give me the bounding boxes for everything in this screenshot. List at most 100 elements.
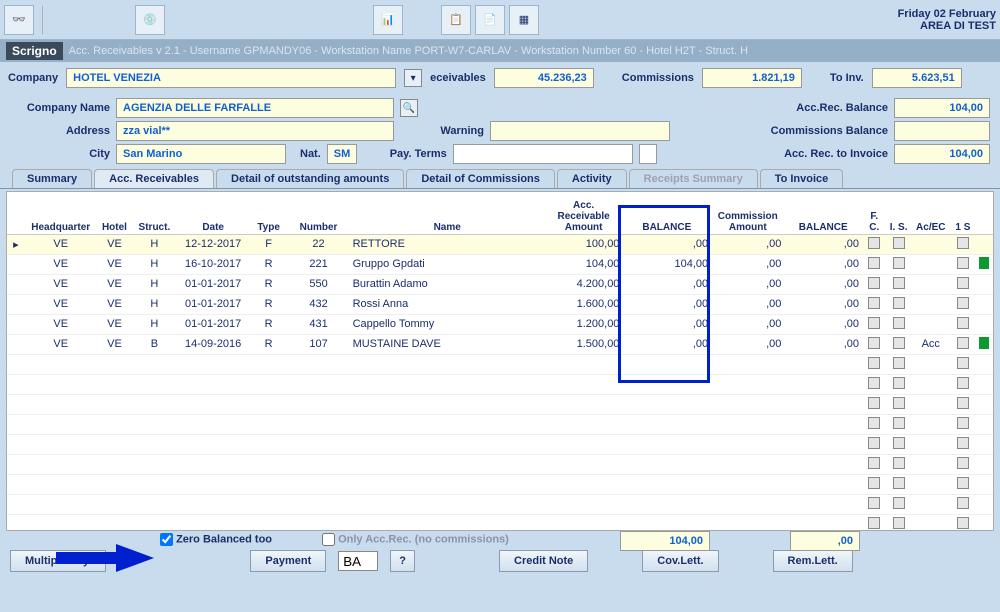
payterms-extra[interactable] xyxy=(639,144,657,164)
table-row[interactable]: VEVEH01-01-2017R431Cappello Tommy1.200,0… xyxy=(7,314,993,334)
fc-checkbox[interactable] xyxy=(868,337,880,349)
fc-checkbox[interactable] xyxy=(868,297,880,309)
nat-label: Nat. xyxy=(300,148,321,160)
receivables-table: Headquarter Hotel Struct. Date Type Numb… xyxy=(7,192,993,531)
header-date: Friday 02 February xyxy=(898,8,996,20)
comm-bal-value xyxy=(894,121,990,141)
toolbar-doc2-icon[interactable]: 📄 xyxy=(475,5,505,35)
is-checkbox[interactable] xyxy=(893,317,905,329)
1s-checkbox[interactable] xyxy=(957,257,969,269)
tab-detail-outstanding[interactable]: Detail of outstanding amounts xyxy=(216,169,404,188)
company-dropdown-icon[interactable]: ▾ xyxy=(404,69,422,87)
fc-checkbox[interactable] xyxy=(868,277,880,289)
commissions-value: 1.821,19 xyxy=(702,68,802,88)
1s-checkbox[interactable] xyxy=(957,317,969,329)
col-number: Number xyxy=(287,192,349,234)
col-cm-amount: CommissionAmount xyxy=(711,192,784,234)
total-ar-balance: 104,00 xyxy=(620,531,710,551)
table-row[interactable] xyxy=(7,454,993,474)
table-row[interactable] xyxy=(7,394,993,414)
is-checkbox[interactable] xyxy=(893,257,905,269)
fc-checkbox[interactable] xyxy=(868,237,880,249)
main-toolbar: 👓 💿 📊 📋 📄 ▦ Friday 02 February AREA DI T… xyxy=(0,0,1000,40)
fc-checkbox[interactable] xyxy=(868,317,880,329)
payment-code-input[interactable] xyxy=(338,551,378,571)
1s-checkbox[interactable] xyxy=(957,297,969,309)
toinv-value: 5.623,51 xyxy=(872,68,962,88)
company-summary-row: Company HOTEL VENEZIA ▾ eceivables 45.23… xyxy=(0,62,1000,94)
cov-lett-button[interactable]: Cov.Lett. xyxy=(642,550,718,572)
table-row[interactable] xyxy=(7,374,993,394)
table-row[interactable]: VEVEH01-01-2017R432Rossi Anna1.600,00,00… xyxy=(7,294,993,314)
tab-detail-commissions[interactable]: Detail of Commissions xyxy=(406,169,555,188)
zero-balanced-checkbox[interactable]: Zero Balanced too xyxy=(160,533,272,546)
is-checkbox[interactable] xyxy=(893,297,905,309)
toolbar-grid-icon[interactable]: ▦ xyxy=(509,5,539,35)
tab-activity[interactable]: Activity xyxy=(557,169,627,188)
table-row[interactable] xyxy=(7,514,993,531)
status-green-icon xyxy=(979,337,989,349)
col-acec: Ac/EC xyxy=(911,192,951,234)
is-checkbox[interactable] xyxy=(893,277,905,289)
toolbar-chart-icon[interactable]: 📊 xyxy=(373,5,403,35)
col-struct: Struct. xyxy=(132,192,176,234)
company-field[interactable]: HOTEL VENEZIA xyxy=(66,68,396,88)
table-row[interactable] xyxy=(7,354,993,374)
tab-summary[interactable]: Summary xyxy=(12,169,92,188)
warning-label: Warning xyxy=(424,125,484,137)
commissions-label: Commissions xyxy=(622,72,694,84)
accrec-bal-value: 104,00 xyxy=(894,98,990,118)
toinv-label: To Inv. xyxy=(830,72,864,84)
payterms-field[interactable] xyxy=(453,144,633,164)
col-cm-balance: BALANCE xyxy=(784,192,862,234)
city-field[interactable]: San Marino xyxy=(116,144,286,164)
table-row[interactable]: VEVEH01-01-2017R550Burattin Adamo4.200,0… xyxy=(7,274,993,294)
info-strip-text: Acc. Receivables v 2.1 - Username GPMAND… xyxy=(69,45,748,57)
toolbar-doc1-icon[interactable]: 📋 xyxy=(441,5,471,35)
table-row[interactable] xyxy=(7,414,993,434)
table-row[interactable] xyxy=(7,434,993,454)
warning-field[interactable] xyxy=(490,121,670,141)
col-hotel: Hotel xyxy=(97,192,132,234)
credit-note-button[interactable]: Credit Note xyxy=(499,550,588,572)
table-row[interactable]: VEVEB14-09-2016R107MUSTAINE DAVE1.500,00… xyxy=(7,334,993,354)
payment-help-button[interactable]: ? xyxy=(390,550,415,572)
company-name-label: Company Name xyxy=(10,102,110,114)
col-is: I. S. xyxy=(886,192,910,234)
address-field[interactable]: zza vial** xyxy=(116,121,394,141)
table-row[interactable] xyxy=(7,494,993,514)
company-detail-block: Company Name AGENZIA DELLE FARFALLE 🔍 Ac… xyxy=(0,94,1000,169)
toolbar-glasses-icon[interactable]: 👓 xyxy=(4,5,34,35)
nat-field[interactable]: SM xyxy=(327,144,357,164)
1s-checkbox[interactable] xyxy=(957,337,969,349)
tabs-row: Summary Acc. Receivables Detail of outst… xyxy=(0,169,1000,189)
only-accrec-checkbox[interactable]: Only Acc.Rec. (no commissions) xyxy=(322,533,509,546)
table-row[interactable] xyxy=(7,474,993,494)
company-label: Company xyxy=(8,72,58,84)
1s-checkbox[interactable] xyxy=(957,237,969,249)
header-date-area: Friday 02 February AREA DI TEST xyxy=(898,8,996,32)
col-1s: 1 S xyxy=(951,192,975,234)
fc-checkbox[interactable] xyxy=(868,257,880,269)
table-row[interactable]: ▸VEVEH12-12-2017F22RETTORE100,00,00,00,0… xyxy=(7,234,993,254)
total-cm-balance: ,00 xyxy=(790,531,860,551)
col-type: Type xyxy=(250,192,288,234)
is-checkbox[interactable] xyxy=(893,337,905,349)
company-name-search-icon[interactable]: 🔍 xyxy=(400,99,418,117)
tab-acc-receivables[interactable]: Acc. Receivables xyxy=(94,169,214,188)
comm-bal-label: Commissions Balance xyxy=(771,125,888,137)
table-row[interactable]: VEVEH16-10-2017R221Gruppo Gpdati104,0010… xyxy=(7,254,993,274)
toolbar-disc-icon[interactable]: 💿 xyxy=(135,5,165,35)
header-area: AREA DI TEST xyxy=(898,20,996,32)
app-logo: Scrigno xyxy=(6,42,63,60)
status-green-icon xyxy=(979,257,989,269)
company-name-field[interactable]: AGENZIA DELLE FARFALLE xyxy=(116,98,394,118)
address-label: Address xyxy=(10,125,110,137)
is-checkbox[interactable] xyxy=(893,237,905,249)
payment-button[interactable]: Payment xyxy=(250,550,326,572)
1s-checkbox[interactable] xyxy=(957,277,969,289)
col-ar-balance: BALANCE xyxy=(622,192,711,234)
accrec-inv-value: 104,00 xyxy=(894,144,990,164)
tab-to-invoice[interactable]: To Invoice xyxy=(760,169,844,188)
rem-lett-button[interactable]: Rem.Lett. xyxy=(773,550,853,572)
